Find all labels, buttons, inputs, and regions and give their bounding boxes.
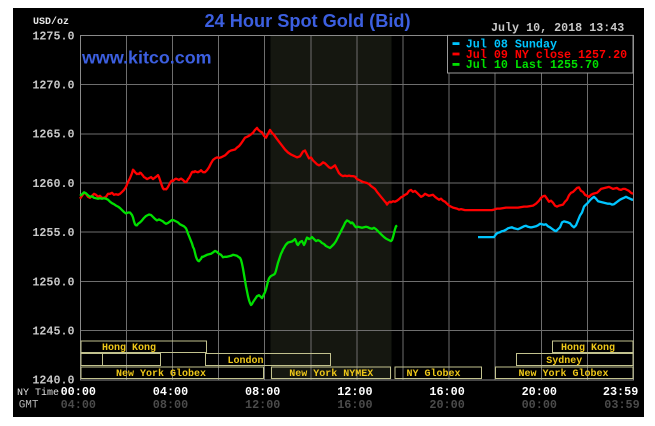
svg-text:08:00: 08:00 — [153, 398, 188, 412]
svg-text:Jul 08 Sunday: Jul 08 Sunday — [466, 37, 557, 51]
svg-text:Hong Kong: Hong Kong — [102, 343, 156, 354]
svg-text:24 Hour Spot Gold (Bid): 24 Hour Spot Gold (Bid) — [204, 11, 410, 31]
svg-text:04:00: 04:00 — [153, 385, 188, 399]
svg-text:12:00: 12:00 — [245, 398, 280, 412]
svg-text:1260.0: 1260.0 — [32, 177, 74, 191]
svg-text:00:00: 00:00 — [522, 398, 557, 412]
svg-text:00:00: 00:00 — [61, 385, 96, 399]
svg-text:23:59: 23:59 — [603, 385, 638, 399]
svg-text:New York Globex: New York Globex — [116, 368, 206, 380]
svg-text:Hong Kong: Hong Kong — [561, 343, 615, 354]
svg-text:Jul 09 NY close 1257.20: Jul 09 NY close 1257.20 — [466, 48, 627, 62]
svg-text:Sydney: Sydney — [546, 355, 582, 367]
svg-text:1270.0: 1270.0 — [32, 79, 74, 93]
svg-text:08:00: 08:00 — [245, 385, 280, 399]
svg-text:16:00: 16:00 — [337, 398, 372, 412]
svg-text:GMT: GMT — [19, 399, 39, 411]
svg-text:Jul 10 Last 1255.70: Jul 10 Last 1255.70 — [466, 58, 599, 72]
svg-text:20:00: 20:00 — [522, 385, 557, 399]
svg-text:London: London — [227, 355, 263, 367]
svg-text:NY Globex: NY Globex — [406, 368, 460, 380]
svg-text:1255.0: 1255.0 — [32, 226, 74, 240]
svg-text:New York Globex: New York Globex — [518, 368, 608, 380]
svg-text:1275.0: 1275.0 — [32, 29, 74, 43]
svg-text:New York NYMEX: New York NYMEX — [289, 368, 373, 380]
svg-text:1245.0: 1245.0 — [32, 325, 74, 339]
svg-text:www.kitco.com: www.kitco.com — [81, 48, 212, 68]
svg-text:NY Time: NY Time — [17, 387, 59, 399]
svg-text:USD/oz: USD/oz — [33, 16, 69, 28]
svg-text:July 10, 2018 13:43: July 10, 2018 13:43 — [491, 21, 624, 35]
svg-text:1265.0: 1265.0 — [32, 128, 74, 142]
svg-text:04:00: 04:00 — [61, 398, 96, 412]
svg-text:03:59: 03:59 — [604, 398, 639, 412]
svg-text:1250.0: 1250.0 — [32, 275, 74, 289]
svg-text:1240.0: 1240.0 — [32, 374, 74, 388]
svg-text:16:00: 16:00 — [429, 385, 464, 399]
svg-text:20:00: 20:00 — [429, 398, 464, 412]
svg-text:12:00: 12:00 — [337, 385, 372, 399]
